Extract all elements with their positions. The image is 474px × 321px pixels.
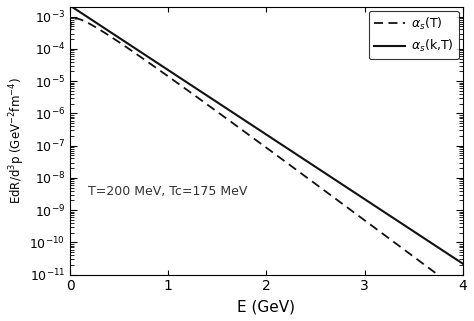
$\alpha_s$(k,T) <box>460 262 465 265</box>
Line: $\alpha_s$(T): $\alpha_s$(T) <box>70 19 463 293</box>
$\alpha_s$(k,T) <box>248 122 254 126</box>
$\alpha_s$(T) <box>73 17 79 21</box>
X-axis label: E (GeV): E (GeV) <box>237 299 295 314</box>
Line: $\alpha_s$(k,T): $\alpha_s$(k,T) <box>70 6 463 264</box>
$\alpha_s$(T) <box>376 229 382 233</box>
$\alpha_s$(T) <box>88 22 93 26</box>
$\alpha_s$(T) <box>67 30 73 33</box>
$\alpha_s$(T) <box>258 142 264 146</box>
$\alpha_s$(k,T) <box>448 254 454 258</box>
$\alpha_s$(T) <box>460 291 465 295</box>
$\alpha_s$(k,T) <box>448 254 454 258</box>
Text: T=200 MeV, Tc=175 MeV: T=200 MeV, Tc=175 MeV <box>88 185 247 198</box>
Legend: $\alpha_s$(T), $\alpha_s$(k,T): $\alpha_s$(T), $\alpha_s$(k,T) <box>369 11 459 59</box>
$\alpha_s$(k,T) <box>87 17 93 21</box>
$\alpha_s$(T) <box>449 283 455 287</box>
$\alpha_s$(T) <box>248 134 254 138</box>
Y-axis label: EdR/d$^3$p (GeV$^{-2}$fm$^{-4}$): EdR/d$^3$p (GeV$^{-2}$fm$^{-4}$) <box>7 77 27 204</box>
$\alpha_s$(k,T) <box>67 4 73 8</box>
$\alpha_s$(T) <box>448 283 454 287</box>
$\alpha_s$(k,T) <box>258 129 264 133</box>
$\alpha_s$(k,T) <box>376 207 382 211</box>
